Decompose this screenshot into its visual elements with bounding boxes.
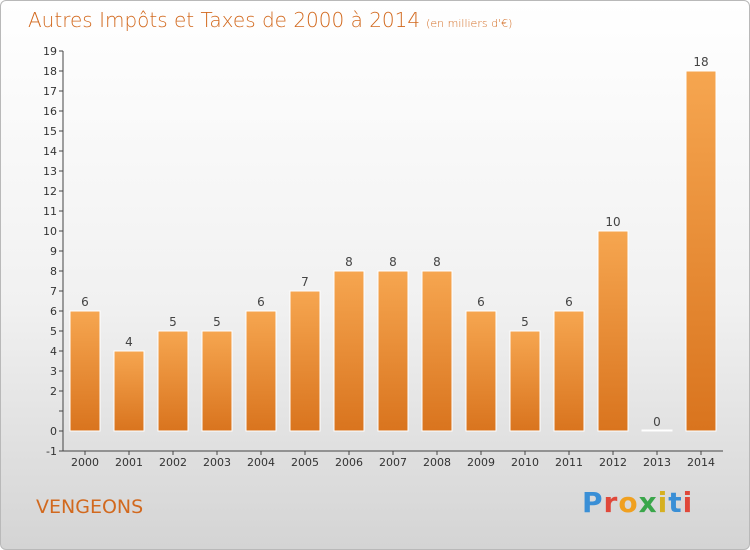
brand-letter: i xyxy=(657,486,669,519)
bar-2006 xyxy=(333,270,365,432)
proxiti-logo: Proxiti xyxy=(582,486,693,519)
x-tick-label-2014: 2014 xyxy=(687,456,715,469)
bar-2003 xyxy=(201,330,233,432)
bar-2000 xyxy=(69,310,101,432)
y-tick-label: 2 xyxy=(50,385,57,398)
chart-title: Autres Impôts et Taxes de 2000 à 2014 (en… xyxy=(28,8,512,32)
bar-2012 xyxy=(597,230,629,432)
data-label-2010: 5 xyxy=(521,315,529,329)
brand-letter: i xyxy=(682,486,694,519)
brand-letter: t xyxy=(668,486,683,519)
y-tick-label: 12 xyxy=(43,185,57,198)
bar-2008 xyxy=(421,270,453,432)
y-tick-label: 17 xyxy=(43,85,57,98)
data-label-2011: 6 xyxy=(565,295,573,309)
y-tick-label: -1 xyxy=(46,445,57,458)
x-tick-label-2003: 2003 xyxy=(203,456,231,469)
y-tick-label: 5 xyxy=(50,325,57,338)
x-tick-label-2004: 2004 xyxy=(247,456,275,469)
bar-2007 xyxy=(377,270,409,432)
data-label-2008: 8 xyxy=(433,255,441,269)
y-tick-label: 7 xyxy=(50,285,57,298)
bar-2013 xyxy=(641,429,673,432)
x-tick-label-2005: 2005 xyxy=(291,456,319,469)
y-tick-label: 18 xyxy=(43,65,57,78)
data-label-2012: 10 xyxy=(605,215,620,229)
chart-unit: (en milliers d'€) xyxy=(426,17,513,30)
y-tick-label: 3 xyxy=(50,365,57,378)
x-tick-label-2000: 2000 xyxy=(71,456,99,469)
bar-2011 xyxy=(553,310,585,432)
y-tick-label: 15 xyxy=(43,125,57,138)
bar-2009 xyxy=(465,310,497,432)
y-tick-label: 6 xyxy=(50,305,57,318)
x-tick-label-2010: 2010 xyxy=(511,456,539,469)
data-label-2001: 4 xyxy=(125,335,133,349)
data-label-2004: 6 xyxy=(257,295,265,309)
x-tick-label-2007: 2007 xyxy=(379,456,407,469)
data-label-2005: 7 xyxy=(301,275,309,289)
y-tick-label: 19 xyxy=(43,45,57,58)
brand-letter: r xyxy=(603,486,619,519)
data-label-2000: 6 xyxy=(81,295,89,309)
data-label-2002: 5 xyxy=(169,315,177,329)
y-tick-label: 10 xyxy=(43,225,57,238)
y-tick-label: 16 xyxy=(43,105,57,118)
bar-2010 xyxy=(509,330,541,432)
y-tick-label: 8 xyxy=(50,265,57,278)
bar-2005 xyxy=(289,290,321,432)
chart-title-text: Autres Impôts et Taxes de 2000 à 2014 xyxy=(28,8,421,32)
x-tick-label-2008: 2008 xyxy=(423,456,451,469)
data-label-2006: 8 xyxy=(345,255,353,269)
brand-letter: x xyxy=(638,486,658,519)
bar-2002 xyxy=(157,330,189,432)
bar-2014 xyxy=(685,70,717,432)
x-tick-label-2013: 2013 xyxy=(643,456,671,469)
y-tick-label: 0 xyxy=(50,425,57,438)
y-tick-label: 11 xyxy=(43,205,57,218)
data-label-2003: 5 xyxy=(213,315,221,329)
x-tick-label-2012: 2012 xyxy=(599,456,627,469)
data-label-2013: 0 xyxy=(653,415,661,429)
x-tick-label-2002: 2002 xyxy=(159,456,187,469)
x-tick-label-2006: 2006 xyxy=(335,456,363,469)
data-label-2007: 8 xyxy=(389,255,397,269)
y-tick-label: 4 xyxy=(50,345,57,358)
x-tick-label-2001: 2001 xyxy=(115,456,143,469)
brand-letter: P xyxy=(582,486,604,519)
data-label-2009: 6 xyxy=(477,295,485,309)
commune-name: VENGEONS xyxy=(36,496,144,518)
brand-letter: o xyxy=(618,486,639,519)
x-tick-label-2011: 2011 xyxy=(555,456,583,469)
x-tick-label-2009: 2009 xyxy=(467,456,495,469)
data-label-2014: 18 xyxy=(693,55,708,69)
y-tick-label: 9 xyxy=(50,245,57,258)
y-tick-label: 13 xyxy=(43,165,57,178)
y-tick-label: 14 xyxy=(43,145,57,158)
bar-2001 xyxy=(113,350,145,432)
bar-2004 xyxy=(245,310,277,432)
